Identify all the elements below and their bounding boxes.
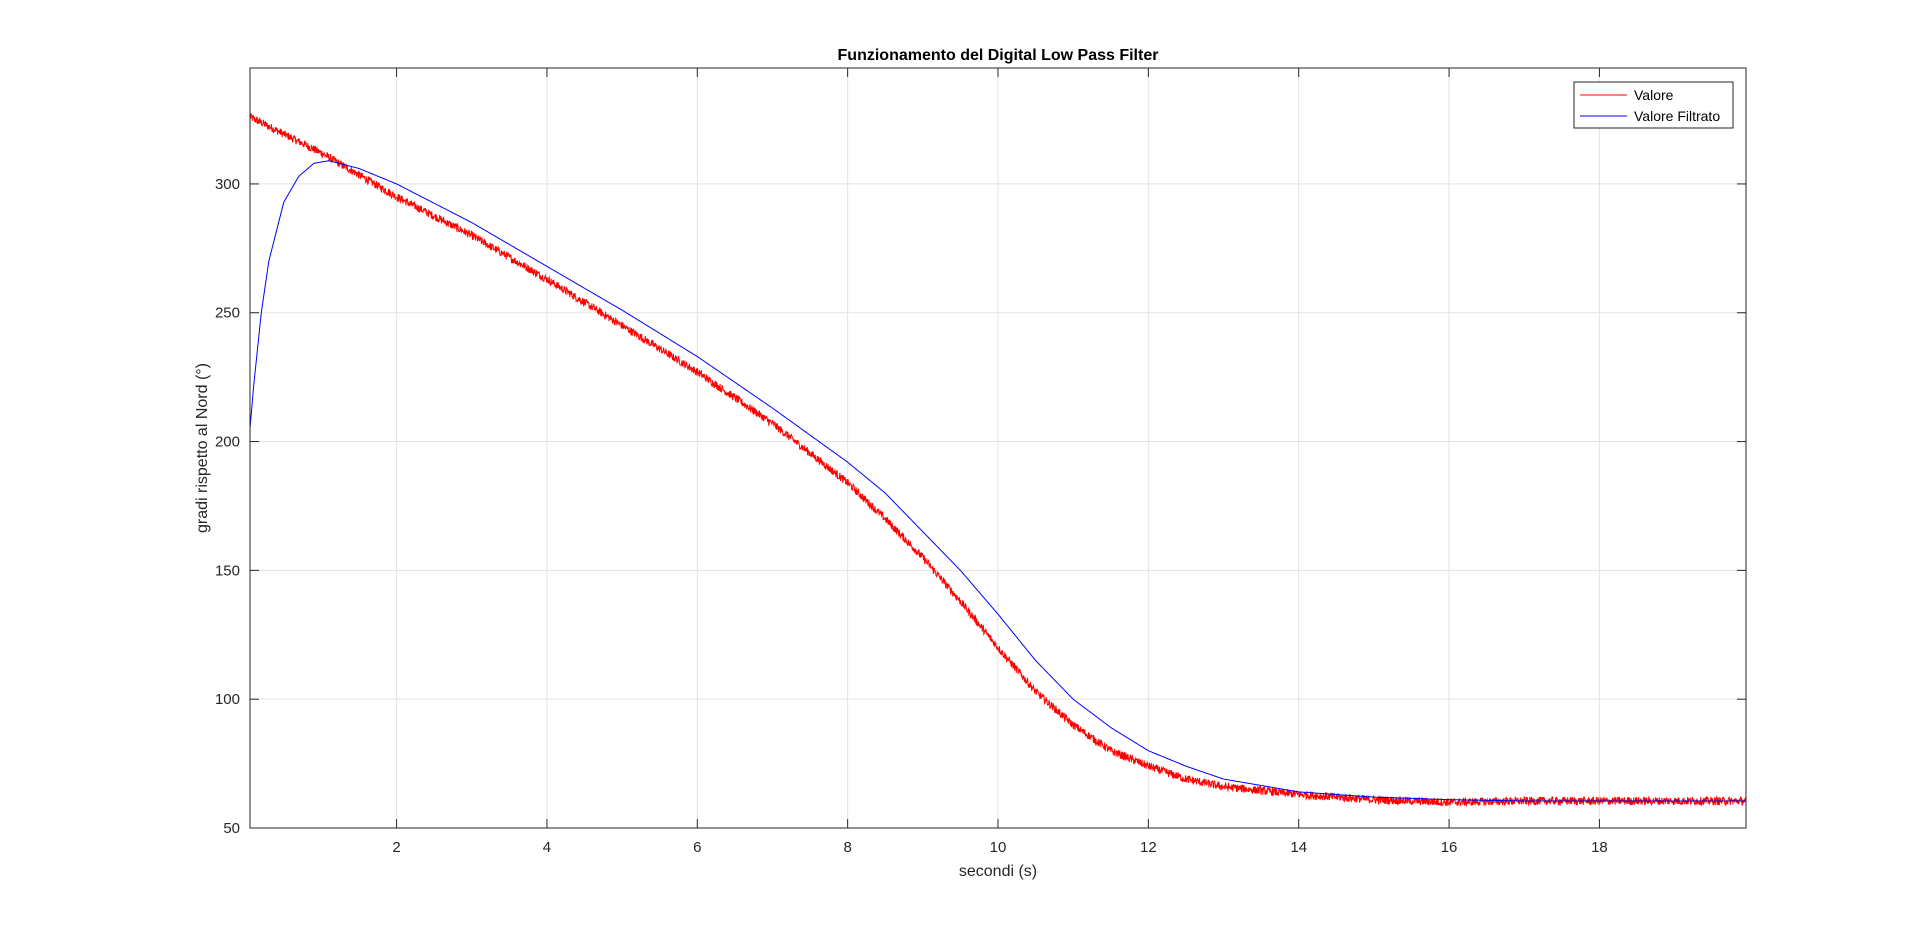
x-tick-label: 4 <box>543 839 551 856</box>
y-tick-label: 250 <box>215 305 240 322</box>
series-line-valore-filtrato <box>249 160 1746 802</box>
y-tick-label: 200 <box>215 434 240 451</box>
x-tick-label: 6 <box>693 839 701 856</box>
y-axis-label: gradi rispetto al Nord (°) <box>194 363 211 533</box>
y-tick-label: 50 <box>223 820 240 837</box>
x-tick-label: 8 <box>843 839 851 856</box>
legend-label-valore-filtrato: Valore Filtrato <box>1634 108 1720 124</box>
chart-title: Funzionamento del Digital Low Pass Filte… <box>838 47 1159 64</box>
x-tick-label: 10 <box>990 839 1007 856</box>
grid-lines <box>250 68 1746 828</box>
legend-box <box>1573 81 1734 129</box>
y-tick-label: 300 <box>215 176 240 193</box>
x-tick-label: 2 <box>392 839 400 856</box>
x-tick-label: 18 <box>1591 839 1608 856</box>
x-tick-label: 12 <box>1140 839 1157 856</box>
legend-label-valore: Valore <box>1634 87 1674 103</box>
x-tick-label: 16 <box>1441 839 1458 856</box>
x-axis-label: secondi (s) <box>959 863 1037 880</box>
series-lines <box>249 113 1747 808</box>
x-tick-label: 14 <box>1290 839 1307 856</box>
legend: Valore Valore Filtrato <box>1573 81 1734 129</box>
axis-ticks: 2 4 6 8 10 12 14 16 18 50 100 150 200 250 300 <box>215 68 1746 856</box>
y-tick-label: 150 <box>215 562 240 579</box>
y-tick-label: 100 <box>215 691 240 708</box>
